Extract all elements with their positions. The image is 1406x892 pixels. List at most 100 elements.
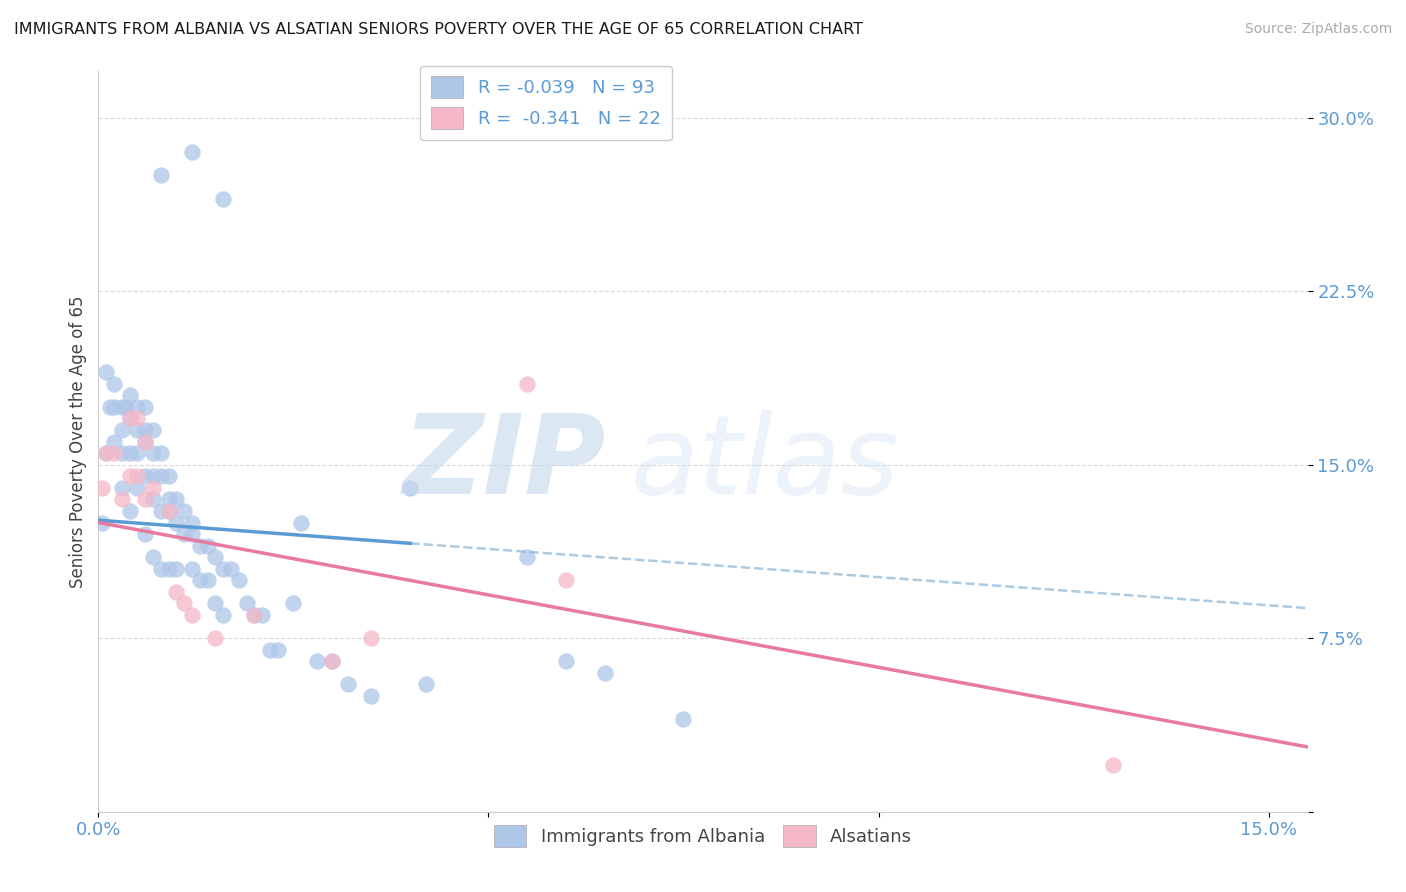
Point — [134, 527, 156, 541]
Point — [134, 492, 156, 507]
Point — [415, 677, 437, 691]
Point — [181, 608, 204, 623]
Point — [360, 631, 382, 645]
Y-axis label: Seniors Poverty Over the Age of 65: Seniors Poverty Over the Age of 65 — [69, 295, 87, 588]
Point — [259, 642, 281, 657]
Point — [149, 469, 172, 483]
Text: Source: ZipAtlas.com: Source: ZipAtlas.com — [1244, 22, 1392, 37]
Point — [1101, 758, 1123, 772]
Point — [672, 712, 695, 726]
Point — [252, 608, 274, 623]
Point — [149, 504, 172, 518]
Point — [142, 481, 165, 495]
Point — [134, 469, 156, 483]
Text: atlas: atlas — [630, 410, 898, 517]
Point — [188, 574, 211, 588]
Point — [228, 574, 250, 588]
Point — [212, 608, 235, 623]
Point — [111, 492, 134, 507]
Point — [360, 689, 382, 703]
Point — [555, 574, 578, 588]
Point — [111, 481, 134, 495]
Point — [181, 145, 204, 160]
Point — [111, 446, 134, 460]
Point — [127, 400, 149, 414]
Point — [173, 504, 195, 518]
Point — [118, 446, 141, 460]
Point — [173, 597, 195, 611]
Point — [157, 469, 180, 483]
Point — [595, 665, 617, 680]
Point — [118, 469, 141, 483]
Point — [134, 423, 156, 437]
Point — [290, 516, 312, 530]
Point — [114, 400, 136, 414]
Point — [157, 492, 180, 507]
Text: IMMIGRANTS FROM ALBANIA VS ALSATIAN SENIORS POVERTY OVER THE AGE OF 65 CORRELATI: IMMIGRANTS FROM ALBANIA VS ALSATIAN SENI… — [14, 22, 863, 37]
Point — [127, 481, 149, 495]
Point — [149, 562, 172, 576]
Point — [142, 423, 165, 437]
Point — [134, 434, 156, 449]
Point — [127, 469, 149, 483]
Point — [204, 597, 226, 611]
Point — [103, 434, 125, 449]
Point — [173, 527, 195, 541]
Point — [96, 446, 118, 460]
Point — [321, 654, 343, 668]
Point — [142, 469, 165, 483]
Point — [212, 192, 235, 206]
Point — [267, 642, 290, 657]
Point — [103, 400, 125, 414]
Point — [321, 654, 343, 668]
Point — [181, 527, 204, 541]
Point — [157, 504, 180, 518]
Point — [127, 423, 149, 437]
Point — [157, 562, 180, 576]
Point — [111, 423, 134, 437]
Point — [142, 446, 165, 460]
Point — [127, 446, 149, 460]
Point — [188, 539, 211, 553]
Point — [103, 446, 125, 460]
Point — [337, 677, 360, 691]
Point — [127, 411, 149, 425]
Point — [118, 504, 141, 518]
Point — [197, 539, 219, 553]
Point — [212, 562, 235, 576]
Point — [165, 492, 187, 507]
Point — [165, 516, 187, 530]
Point — [134, 400, 156, 414]
Point — [98, 400, 121, 414]
Point — [149, 446, 172, 460]
Point — [118, 411, 141, 425]
Point — [243, 608, 266, 623]
Point — [165, 585, 187, 599]
Point — [235, 597, 257, 611]
Legend: Immigrants from Albania, Alsatians: Immigrants from Albania, Alsatians — [486, 818, 920, 855]
Point — [516, 550, 538, 565]
Point — [157, 504, 180, 518]
Point — [181, 516, 204, 530]
Point — [103, 376, 125, 391]
Point — [134, 434, 156, 449]
Point — [181, 562, 204, 576]
Point — [165, 562, 187, 576]
Point — [204, 631, 226, 645]
Point — [197, 574, 219, 588]
Point — [142, 492, 165, 507]
Point — [516, 376, 538, 391]
Point — [399, 481, 422, 495]
Point — [91, 516, 114, 530]
Text: ZIP: ZIP — [402, 410, 606, 517]
Point — [111, 400, 134, 414]
Point — [96, 446, 118, 460]
Point — [96, 365, 118, 379]
Point — [219, 562, 242, 576]
Point — [555, 654, 578, 668]
Point — [118, 388, 141, 402]
Point — [243, 608, 266, 623]
Point — [204, 550, 226, 565]
Point — [91, 481, 114, 495]
Point — [118, 411, 141, 425]
